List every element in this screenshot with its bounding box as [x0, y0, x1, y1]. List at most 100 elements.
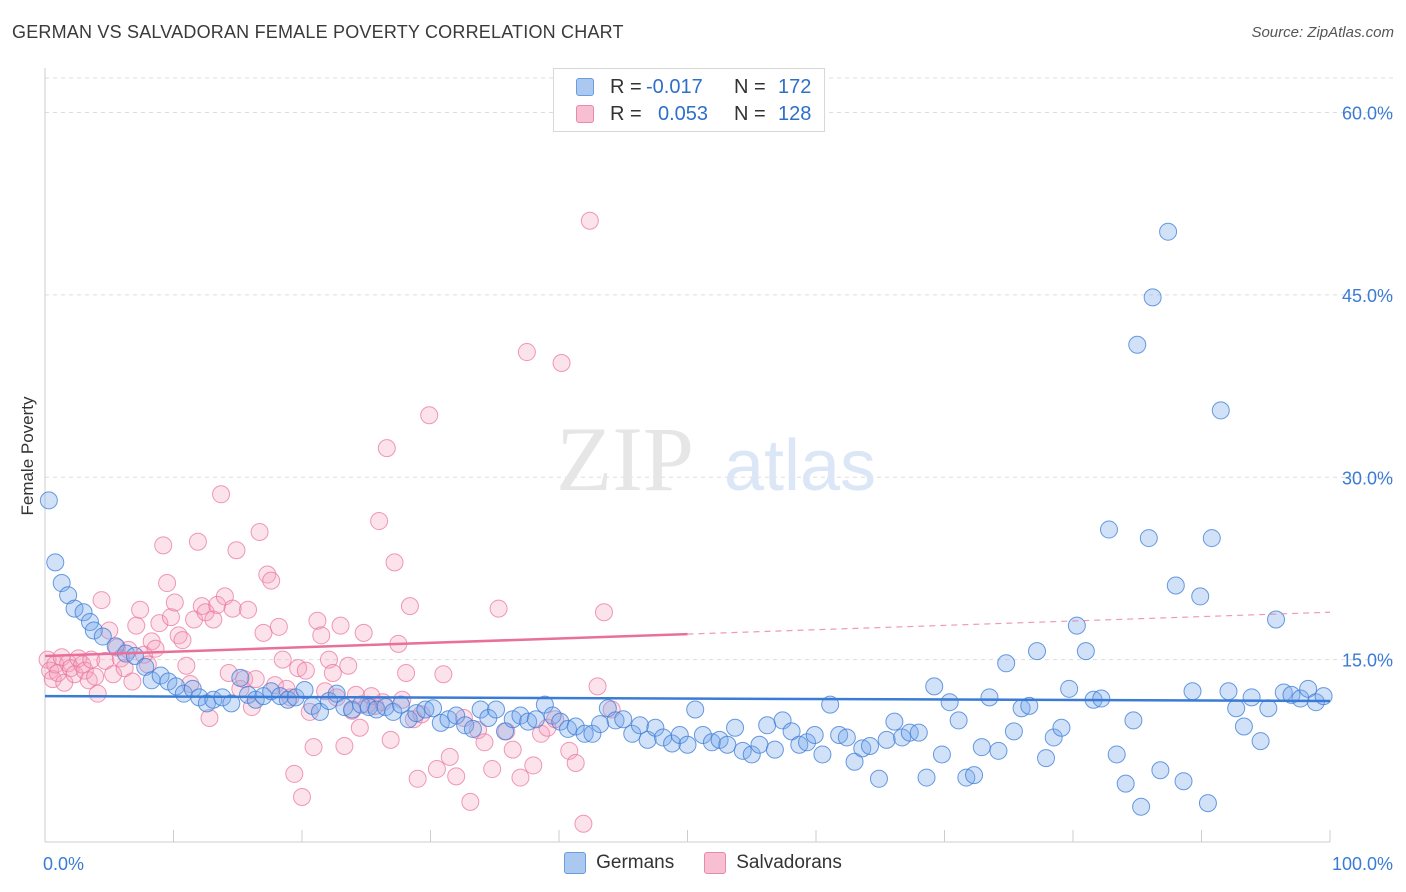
legend-n-label: N = — [734, 102, 766, 125]
salvadoran-point — [262, 571, 281, 590]
german-point — [1044, 728, 1063, 747]
salvadoran-point — [123, 672, 142, 691]
german-point — [765, 740, 784, 759]
german-point — [526, 710, 545, 729]
salvadoran-point — [397, 664, 416, 683]
german-point — [262, 682, 281, 701]
legend-item-salvadorans[interactable]: Salvadorans — [704, 852, 842, 874]
legend-row-germans: R = -0.017 N = 172 — [576, 75, 811, 99]
german-point — [750, 735, 769, 754]
german-point — [989, 741, 1008, 760]
legend-n-value: 128 — [778, 102, 812, 125]
salvadoran-point — [285, 764, 304, 783]
salvadoran-point — [331, 616, 350, 635]
german-point — [877, 730, 896, 749]
salvadoran-point — [335, 736, 354, 755]
legend-r-label: R = — [610, 102, 642, 125]
salvadoran-point — [127, 616, 146, 635]
salvadoran-point — [196, 603, 215, 622]
salvadoran-point — [161, 608, 180, 627]
german-point — [391, 695, 410, 714]
salvadoran-point — [524, 756, 543, 775]
salvadoran-point — [594, 603, 613, 622]
german-point — [222, 694, 241, 713]
salvadoran-point — [131, 600, 150, 619]
salvadoran-point — [154, 536, 173, 555]
salvadoran-point — [204, 610, 223, 629]
german-point — [718, 735, 737, 754]
german-point — [997, 654, 1016, 673]
german-point — [1028, 642, 1047, 661]
trend-lines — [44, 611, 1331, 703]
salvadoran-point — [385, 553, 404, 572]
salvadoran-point — [212, 485, 231, 504]
legend-label-salvadorans: Salvadorans — [736, 852, 842, 873]
legend-item-germans[interactable]: Germans — [564, 852, 674, 874]
salvadoran-point — [316, 682, 335, 701]
german-point — [1211, 401, 1230, 420]
german-point — [231, 668, 250, 687]
salvadoran-point — [350, 718, 369, 737]
salvadoran-trend-line — [44, 632, 688, 658]
salvadoran-point — [511, 768, 530, 787]
salvadoran-point — [461, 792, 480, 811]
german-point — [949, 711, 968, 730]
german-point — [1282, 685, 1301, 704]
german-point — [1234, 717, 1253, 736]
german-point — [1174, 772, 1193, 791]
german-point — [1291, 689, 1310, 708]
salvadoran-point — [308, 611, 327, 630]
german-point — [1198, 794, 1217, 813]
german-point — [1037, 749, 1056, 768]
salvadoran-point — [188, 532, 207, 551]
salvadoran-point — [273, 650, 292, 669]
y-tick-label: 45.0% — [1342, 286, 1393, 306]
salvadoran-point — [158, 574, 177, 593]
german-point — [1259, 699, 1278, 718]
salvadoran-point — [447, 767, 466, 786]
german-point — [758, 716, 777, 735]
salvadoran-point — [173, 631, 192, 650]
german-point — [805, 726, 824, 745]
german-point — [1076, 642, 1095, 661]
legend-r-label: R = — [610, 75, 642, 98]
german-point — [1183, 682, 1202, 701]
salvadoran-point — [489, 599, 508, 618]
german-point — [174, 684, 193, 703]
german-point — [1159, 222, 1178, 241]
german-point — [742, 745, 761, 764]
salvadoran-point — [293, 788, 311, 807]
german-point — [1092, 689, 1111, 708]
german-point — [782, 722, 801, 741]
salvadoran-point — [146, 639, 165, 658]
german-point — [1242, 688, 1261, 707]
x-tick-label: 100.0% — [1332, 854, 1393, 874]
salvadoran-point — [517, 343, 536, 362]
german-point — [798, 733, 817, 752]
salvadoran-point — [475, 733, 494, 752]
salvadoran-point — [503, 740, 522, 759]
salvadoran-point — [434, 665, 453, 684]
german-point — [1099, 520, 1118, 539]
salvadoran-point — [246, 670, 265, 689]
legend-n-value: 172 — [778, 75, 812, 98]
german-point — [940, 693, 959, 712]
salvadoran-point — [420, 406, 439, 425]
salvadoran-point — [400, 597, 419, 616]
german-point — [575, 724, 594, 743]
german-point — [614, 710, 633, 729]
tick-labels: 15.0% 30.0% 45.0% 60.0% 0.0% 100.0% — [43, 104, 1393, 874]
german-point — [1166, 576, 1185, 595]
german-point — [965, 766, 984, 785]
german-point — [726, 718, 745, 737]
german-point — [583, 724, 602, 743]
salvadoran-point — [440, 747, 459, 766]
german-point — [1139, 529, 1158, 548]
salvadoran-point — [88, 684, 107, 703]
german-point — [693, 726, 712, 745]
german-point — [1143, 288, 1162, 307]
y-tick-label: 30.0% — [1342, 468, 1393, 488]
german-point — [1251, 732, 1270, 751]
salvadoran-point — [354, 623, 373, 642]
